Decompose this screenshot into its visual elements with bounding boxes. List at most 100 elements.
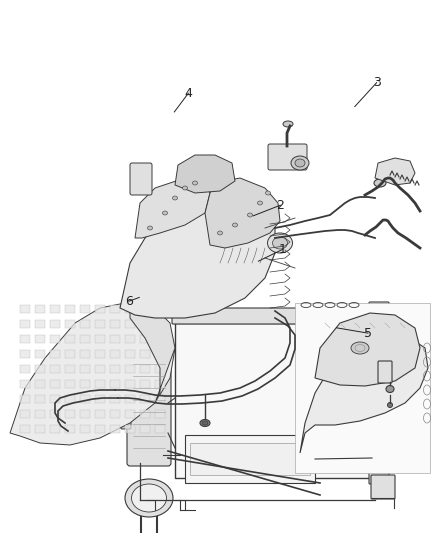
Bar	[155, 395, 165, 403]
Bar	[110, 410, 120, 418]
Ellipse shape	[148, 226, 152, 230]
Bar	[155, 335, 165, 343]
Bar	[65, 410, 75, 418]
Bar	[65, 365, 75, 373]
Polygon shape	[10, 303, 175, 445]
FancyBboxPatch shape	[268, 144, 307, 170]
Ellipse shape	[218, 231, 223, 235]
Polygon shape	[300, 338, 428, 453]
Bar	[20, 425, 30, 433]
Polygon shape	[175, 155, 235, 193]
Ellipse shape	[173, 196, 177, 200]
Bar	[80, 395, 90, 403]
Bar	[125, 350, 135, 358]
Text: 3: 3	[373, 76, 381, 89]
Bar	[95, 350, 105, 358]
Bar	[140, 335, 150, 343]
Bar	[95, 335, 105, 343]
Bar	[110, 395, 120, 403]
Bar	[140, 305, 150, 313]
Bar	[50, 395, 60, 403]
Ellipse shape	[192, 181, 198, 185]
Ellipse shape	[283, 121, 293, 127]
Ellipse shape	[386, 385, 394, 392]
Bar	[125, 305, 135, 313]
Bar	[140, 425, 150, 433]
Ellipse shape	[162, 211, 167, 215]
Bar	[50, 365, 60, 373]
Bar	[65, 350, 75, 358]
Bar	[65, 305, 75, 313]
Bar	[110, 350, 120, 358]
Bar	[125, 410, 135, 418]
Bar	[125, 335, 135, 343]
Ellipse shape	[351, 342, 369, 354]
Polygon shape	[375, 158, 415, 185]
Bar	[35, 395, 45, 403]
Bar	[140, 410, 150, 418]
Bar	[35, 305, 45, 313]
FancyBboxPatch shape	[127, 350, 171, 466]
Bar	[65, 425, 75, 433]
Bar	[50, 335, 60, 343]
Bar	[65, 380, 75, 388]
Ellipse shape	[233, 223, 237, 227]
Bar	[190, 443, 310, 475]
Ellipse shape	[370, 309, 390, 323]
Bar	[155, 365, 165, 373]
Text: 1: 1	[279, 243, 286, 256]
Bar	[80, 320, 90, 328]
Bar	[140, 320, 150, 328]
Ellipse shape	[272, 237, 287, 249]
Bar	[20, 335, 30, 343]
Bar	[295, 303, 430, 473]
Bar	[155, 410, 165, 418]
Text: 5: 5	[364, 327, 372, 340]
Bar	[110, 380, 120, 388]
Bar	[20, 350, 30, 358]
Ellipse shape	[355, 344, 365, 351]
Bar	[20, 320, 30, 328]
Bar	[50, 320, 60, 328]
Bar	[95, 365, 105, 373]
Bar	[50, 305, 60, 313]
Bar	[155, 350, 165, 358]
Bar	[80, 380, 90, 388]
Bar	[110, 305, 120, 313]
Bar	[20, 395, 30, 403]
Ellipse shape	[138, 341, 160, 353]
Ellipse shape	[200, 419, 210, 426]
Bar	[35, 410, 45, 418]
Bar	[95, 395, 105, 403]
Bar	[185, 435, 315, 483]
Bar	[110, 365, 120, 373]
Bar	[155, 380, 165, 388]
Bar	[155, 425, 165, 433]
Bar	[125, 380, 135, 388]
Bar	[80, 365, 90, 373]
Bar	[155, 320, 165, 328]
Bar	[175, 323, 370, 478]
Bar	[80, 425, 90, 433]
Bar	[125, 365, 135, 373]
FancyBboxPatch shape	[369, 302, 389, 484]
Bar	[95, 410, 105, 418]
Bar	[125, 395, 135, 403]
Bar	[20, 380, 30, 388]
Bar	[65, 335, 75, 343]
Bar	[95, 305, 105, 313]
Bar	[140, 365, 150, 373]
Polygon shape	[130, 293, 175, 403]
Ellipse shape	[183, 186, 187, 190]
Bar	[35, 350, 45, 358]
Bar	[80, 335, 90, 343]
Ellipse shape	[295, 159, 305, 167]
Bar	[140, 380, 150, 388]
Bar	[80, 350, 90, 358]
Bar	[50, 410, 60, 418]
Bar	[125, 320, 135, 328]
Bar	[35, 380, 45, 388]
Text: 4: 4	[184, 87, 192, 100]
Bar	[50, 425, 60, 433]
Bar	[95, 380, 105, 388]
